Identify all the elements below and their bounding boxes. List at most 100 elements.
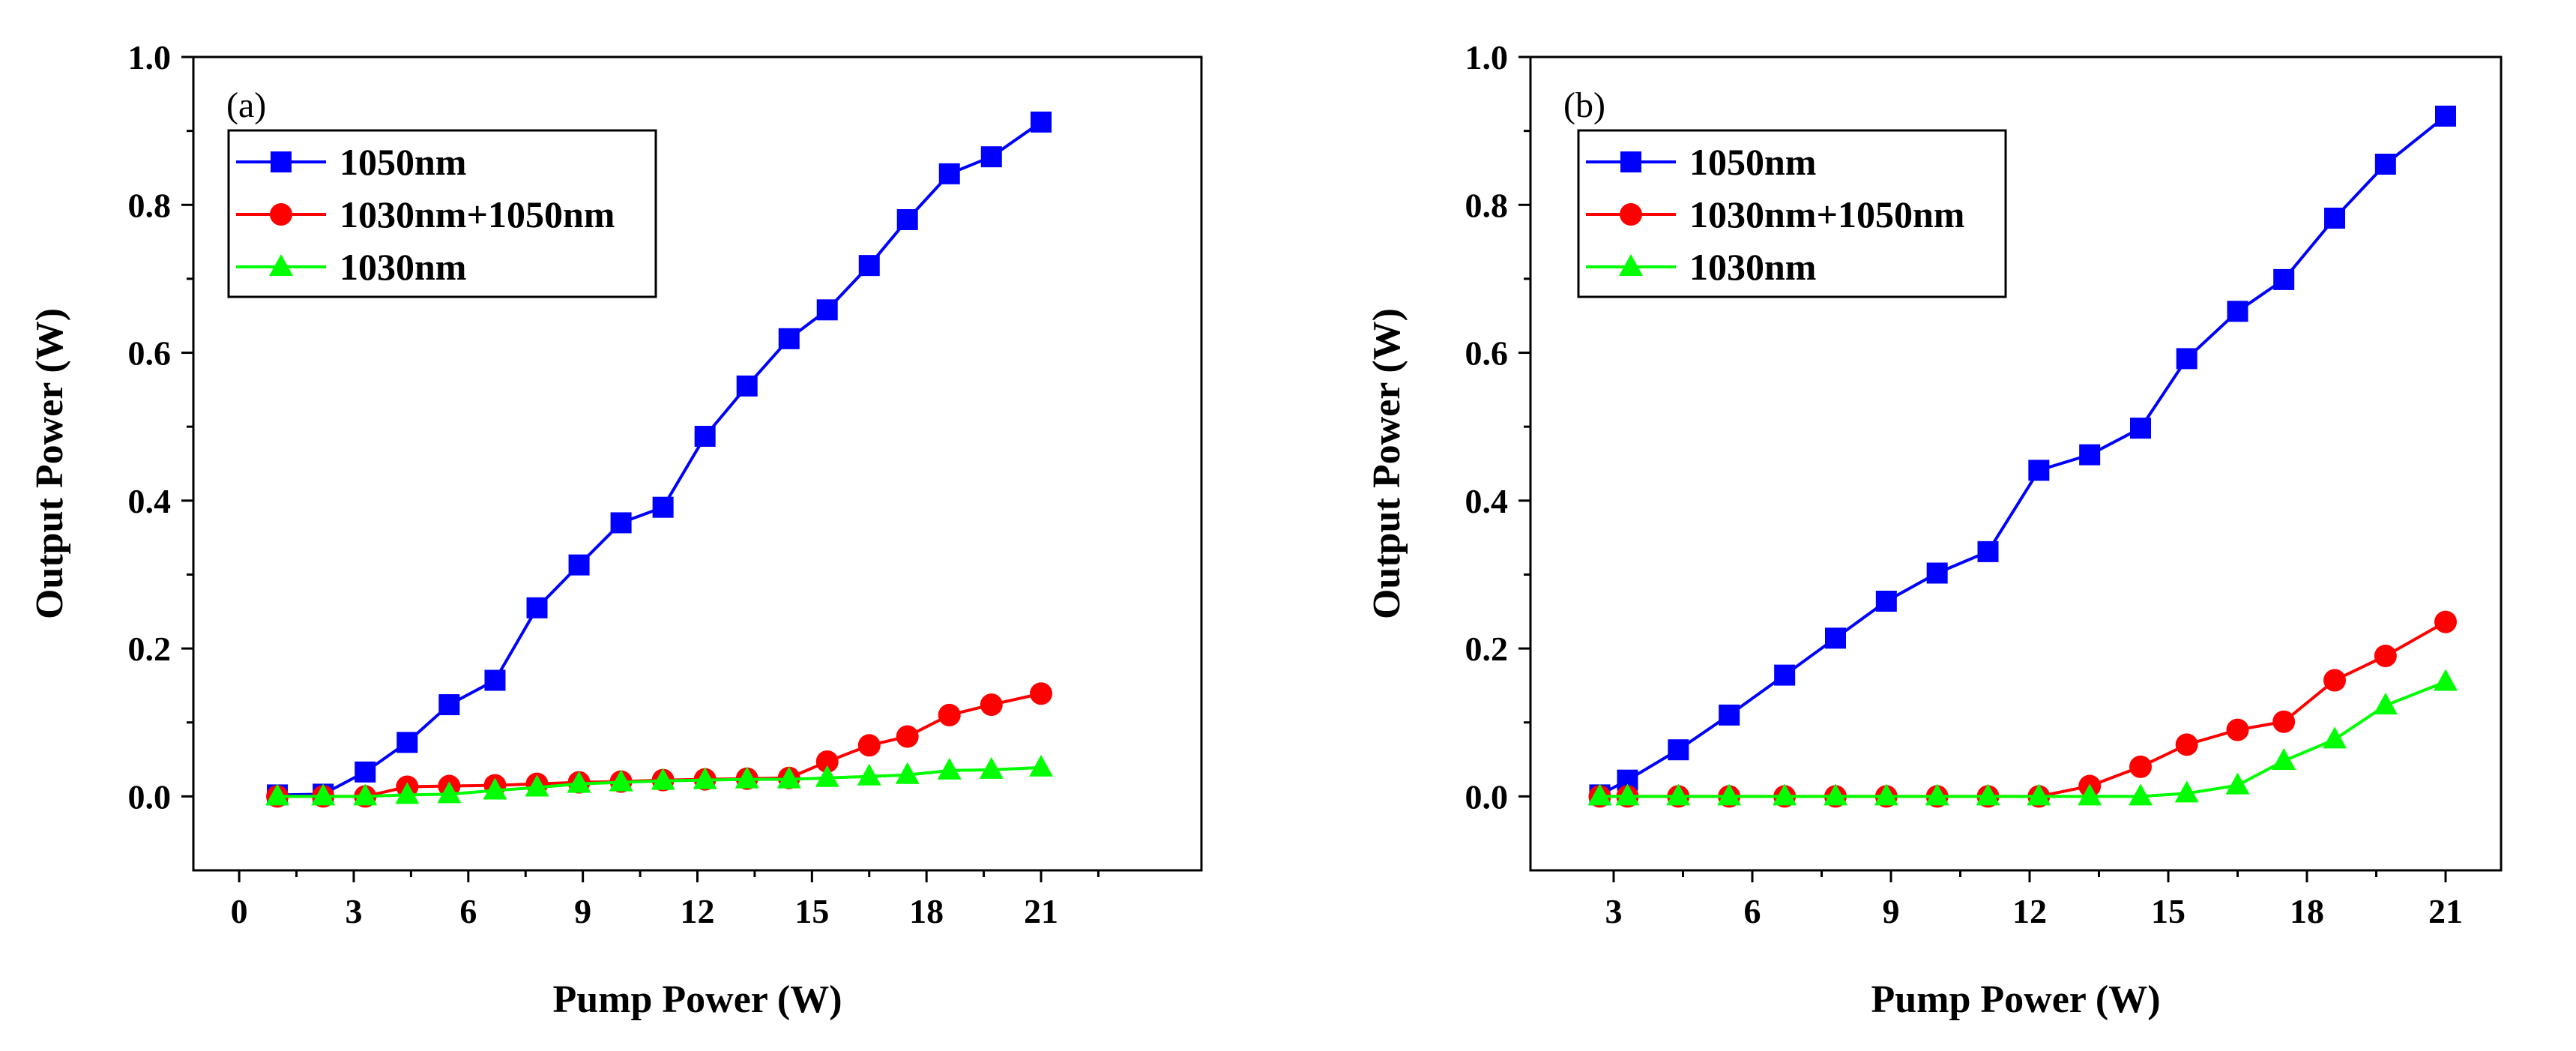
triangle-marker: [2129, 783, 2153, 806]
triangle-marker: [735, 766, 759, 789]
square-marker: [2324, 208, 2345, 229]
triangle-marker: [2272, 748, 2296, 771]
x-tick-label: 12: [681, 892, 715, 930]
y-tick-label: 1.0: [1465, 38, 1509, 76]
series-1050nm: [1589, 105, 2456, 806]
circle-marker: [2374, 644, 2397, 667]
triangle-marker: [1587, 783, 1612, 806]
square-marker: [2374, 154, 2396, 175]
triangle-marker: [2174, 780, 2199, 803]
legend-label: 1030nm+1050nm: [1689, 193, 1964, 235]
triangle-marker: [1874, 783, 1898, 806]
square-marker: [271, 151, 292, 172]
square-marker: [1875, 590, 1897, 612]
y-tick-label: 0.6: [128, 334, 172, 373]
triangle-marker: [1029, 754, 1054, 777]
circle-marker: [1030, 682, 1053, 705]
square-marker: [2028, 460, 2050, 481]
panel-label: (b): [1563, 85, 1605, 125]
triangle-marker: [1976, 783, 2000, 806]
legend-label: 1030nm: [1689, 246, 1816, 288]
x-axis-title: Pump Power (W): [552, 978, 842, 1021]
triangle-marker: [265, 783, 290, 806]
circle-marker: [2129, 755, 2152, 778]
legend-label: 1050nm: [340, 141, 466, 183]
triangle-marker: [2373, 693, 2398, 715]
triangle-marker: [311, 783, 336, 806]
triangle-marker: [269, 254, 293, 276]
triangle-marker: [1619, 254, 1643, 276]
series-1030nm: [265, 754, 1054, 806]
legend-item: 1030nm: [236, 246, 466, 288]
triangle-marker: [979, 756, 1004, 779]
y-tick-label: 0.8: [1465, 186, 1509, 224]
x-tick-label: 9: [1883, 892, 1900, 930]
square-marker: [778, 328, 800, 349]
square-marker: [1774, 664, 1796, 686]
triangle-marker: [651, 768, 675, 790]
square-marker: [652, 496, 674, 518]
triangle-marker: [776, 766, 801, 789]
legend: 1050nm 1030nm+1050nm 1030nm: [1577, 129, 2007, 298]
legend-label: 1030nm+1050nm: [340, 193, 615, 235]
circle-marker: [896, 725, 919, 748]
triangle-marker: [937, 757, 962, 780]
circle-marker: [2323, 669, 2346, 692]
square-marker: [2273, 268, 2295, 290]
y-tick-label: 0.6: [1465, 334, 1509, 373]
triangle-marker: [1925, 783, 1949, 806]
triangle-marker: [483, 777, 507, 800]
plot-frame: [1529, 55, 2503, 872]
x-tick-label: 3: [345, 892, 362, 930]
triangle-marker: [857, 763, 881, 786]
y-tick-label: 0.0: [128, 777, 172, 816]
y-tick-label: 0.2: [1465, 630, 1509, 668]
x-axis-title: Pump Power (W): [1871, 978, 2160, 1021]
triangle-marker: [2027, 783, 2051, 806]
triangle-marker: [525, 774, 549, 797]
circle-marker: [815, 750, 839, 774]
triangle-marker: [1717, 783, 1742, 806]
series-line: [1599, 680, 2446, 798]
circle-marker: [2272, 710, 2296, 733]
circle-marker: [2175, 733, 2198, 756]
square-marker: [1620, 151, 1641, 172]
square-marker: [1668, 739, 1689, 761]
square-marker: [2435, 105, 2456, 127]
triangle-marker: [1824, 783, 1847, 806]
x-tick-label: 6: [1744, 892, 1761, 930]
square-marker: [2176, 348, 2198, 370]
legend-item: 1030nm+1050nm: [1586, 193, 1964, 235]
square-marker: [610, 512, 632, 534]
y-tick-label: 0.0: [1465, 777, 1509, 816]
circle-marker: [1620, 203, 1642, 226]
triangle-marker: [693, 767, 717, 789]
square-marker: [980, 146, 1002, 168]
legend-item: 1050nm: [1586, 141, 1816, 183]
x-tick-label: 0: [231, 892, 248, 930]
square-marker: [2079, 444, 2101, 466]
square-marker: [1031, 111, 1052, 133]
y-tick-label: 0.4: [1465, 482, 1509, 520]
triangle-marker: [1615, 783, 1640, 806]
square-marker: [816, 299, 838, 321]
x-tick-label: 15: [794, 892, 829, 930]
x-tick-label: 15: [2151, 892, 2186, 930]
square-marker: [355, 761, 376, 783]
y-tick-label: 0.4: [128, 482, 172, 520]
x-tick-label: 3: [1605, 892, 1623, 930]
square-marker: [938, 163, 960, 184]
triangle-marker: [2434, 669, 2458, 691]
triangle-marker: [1773, 783, 1797, 806]
circle-marker: [980, 693, 1003, 717]
y-tick-label: 1.0: [128, 38, 172, 76]
square-marker: [526, 597, 548, 618]
triangle-marker: [815, 765, 839, 787]
legend-label: 1050nm: [1689, 141, 1816, 183]
y-axis-title: Output Power (W): [28, 308, 71, 619]
x-tick-label: 21: [1024, 892, 1058, 930]
x-tick-label: 12: [2012, 892, 2047, 930]
legend-item: 1030nm: [1586, 246, 1816, 288]
square-marker: [1977, 540, 1999, 562]
triangle-marker: [395, 782, 420, 804]
